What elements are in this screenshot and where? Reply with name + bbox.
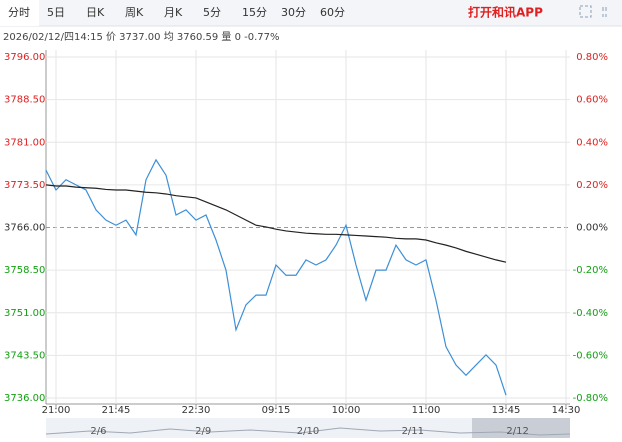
y-tick-label: 3788.50 [4, 95, 45, 106]
y2-tick-label: 0.00% [576, 223, 608, 234]
navigator-date: 2/6 [90, 426, 106, 437]
tab[interactable]: 周K [125, 6, 144, 19]
x-tick-label: 10:00 [332, 405, 361, 416]
y2-tick-label: -0.40% [573, 308, 608, 319]
y-tick-label: 3736.00 [4, 393, 45, 404]
tab[interactable]: 5分 [203, 6, 221, 19]
navigator-date: 2/12 [506, 426, 528, 437]
x-tick-label: 09:15 [262, 405, 291, 416]
y2-tick-label: 0.40% [576, 137, 608, 148]
tab[interactable]: 月K [164, 6, 183, 19]
series-line [45, 158, 507, 396]
navigator-date: 2/9 [195, 426, 211, 437]
series-line [45, 184, 507, 263]
tab[interactable]: 分时 [8, 6, 30, 19]
y2-tick-label: -0.80% [573, 393, 608, 404]
y-tick-label: 3773.50 [4, 180, 45, 191]
navigator[interactable] [46, 418, 570, 438]
info-line: 2026/02/12/四14:15 价 3737.00 均 3760.59 量 … [3, 31, 280, 43]
tab[interactable]: 15分 [242, 6, 267, 19]
navigator-date: 2/10 [297, 426, 319, 437]
y2-tick-label: -0.20% [573, 265, 608, 276]
y2-tick-label: 0.20% [576, 180, 608, 191]
y-tick-label: 3781.00 [4, 137, 45, 148]
y2-tick-label: -0.60% [573, 350, 608, 361]
tab[interactable]: 5日 [47, 6, 65, 19]
settings-icon[interactable] [602, 7, 607, 17]
x-tick-label: 21:00 [42, 405, 71, 416]
x-tick-label: 13:45 [492, 405, 521, 416]
tab[interactable]: 日K [86, 6, 105, 19]
y-tick-label: 3766.00 [4, 223, 45, 234]
y2-tick-label: 0.60% [576, 95, 608, 106]
y-tick-label: 3796.00 [4, 52, 45, 63]
expand-icon[interactable] [579, 5, 592, 18]
tab[interactable]: 60分 [320, 6, 345, 19]
navigator-window[interactable] [472, 418, 570, 438]
tab[interactable]: 30分 [281, 6, 306, 19]
x-tick-label: 11:00 [412, 405, 441, 416]
app-link[interactable]: 打开和讯APP [468, 5, 543, 20]
y-tick-label: 3751.00 [4, 308, 45, 319]
active-tab[interactable] [0, 0, 39, 26]
x-tick-label: 22:30 [182, 405, 211, 416]
tab-bar [0, 0, 622, 26]
navigator-date: 2/11 [402, 426, 424, 437]
x-tick-label: 14:30 [552, 405, 581, 416]
x-tick-label: 21:45 [102, 405, 131, 416]
y2-tick-label: 0.80% [576, 52, 608, 63]
navigator-line [45, 427, 571, 436]
y-tick-label: 3743.50 [4, 350, 45, 361]
y-tick-label: 3758.50 [4, 265, 45, 276]
